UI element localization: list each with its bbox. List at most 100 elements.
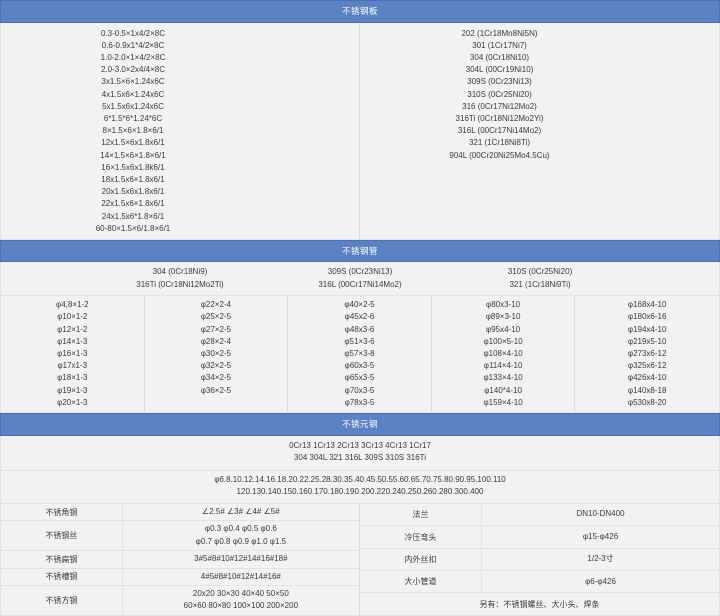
round-grade-line-2: 304 304L 321 316L 309S 310S 316Ti <box>293 453 427 463</box>
spec-value-line: 1/2-3寸 <box>587 554 614 564</box>
pipe-size-item: φ10×1-2 <box>57 312 88 322</box>
plate-size-item: 1.0-2.0×1×4/2×8C <box>100 52 166 62</box>
pipe-size-item: φ219x5-10 <box>627 336 667 346</box>
plate-size-item: 0.6-0.9x1*4/2×8C <box>101 40 165 50</box>
pipe-size-item: φ51×3-6 <box>344 336 375 346</box>
spec-label: 不锈方钢 <box>1 586 123 615</box>
round-grade-line-1: 0Cr13 1Cr13 2Cr13 3Cr13 4Cr13 1Cr17 <box>289 440 431 450</box>
pipe-size-item: φ108×4-10 <box>483 349 523 359</box>
round-size-line-2: 120.130.140.150.160.170.180.190.200.220.… <box>236 487 484 497</box>
spec-label: 冷压弯头 <box>360 526 483 548</box>
spec-value-line: 60×60 80×80 100×100 200×200 <box>183 601 299 611</box>
pipe-size-item: φ426x4-10 <box>627 373 667 383</box>
plate-size-item: 0.3-0.5×1x4/2×8C <box>100 28 166 38</box>
spec-value-line: 3#5#8#10#12#14#16#18# <box>194 554 288 564</box>
table-row: 法兰 DN10-DN400 <box>360 503 719 527</box>
pipe-size-item: φ89×3-10 <box>485 312 521 322</box>
plate-grade-item: 202 (1Cr18Mn8Ni5N) <box>461 28 538 38</box>
spec-value-line: 4#5#8#10#12#14#16# <box>200 571 281 581</box>
spec-label: 不锈角钢 <box>1 503 123 521</box>
pipe-grade-cell: 310S (0Cr25Ni20) <box>507 267 573 277</box>
pipe-size-item: φ133×4-10 <box>483 373 523 383</box>
spec-value: 1/2-3寸 <box>482 551 719 567</box>
table-row: 不锈扁钢 3#5#8#10#12#14#16#18# <box>1 551 359 569</box>
plate-grade-item: 904L (00Cr20Ni25Mo4.5Cu) <box>449 150 550 160</box>
plate-size-item: 12x1.5×6x1.8x6/1 <box>101 138 165 148</box>
pipe-size-item: φ168x4-10 <box>627 300 667 310</box>
plate-sizes-column: 0.3-0.5×1x4/2×8C 0.6-0.9x1*4/2×8C 1.0-2.0×… <box>1 22 360 239</box>
spec-value: φ6-φ426 <box>482 574 719 590</box>
pipe-size-item: φ140x8-18 <box>627 385 667 395</box>
pipe-size-item: φ325x6-12 <box>627 361 667 371</box>
plate-grade-item: 310S (0Cr25Ni20) <box>467 89 532 99</box>
pipe-size-item: φ100×5-10 <box>483 336 523 346</box>
spec-value: ∠2.5# ∠3# ∠4# ∠5# <box>123 504 359 520</box>
plate-size-item: 4x1.5x6×1.24x6C <box>101 89 165 99</box>
pipe-size-item <box>145 397 288 409</box>
plate-grade-item: 301 (1Cr17Ni7) <box>472 40 527 50</box>
spec-value-line: φ0.7 φ0.8 φ0.9 φ1.0 φ1.5 <box>195 536 287 546</box>
pipe-size-item: φ78x3-5 <box>344 397 375 407</box>
pipe-size-item: φ36×2-5 <box>200 385 232 395</box>
pipe-size-item: φ40×2-5 <box>344 300 375 310</box>
spec-label: 不锈槽钢 <box>1 568 123 585</box>
pipe-size-item: φ70x3-5 <box>344 385 375 395</box>
pipe-size-column: φ40×2-5 φ45x2-6 φ48x3-6 φ51×3-6 φ57×3-8 φ60x3… <box>288 296 432 413</box>
pipe-size-item: φ19×1-3 <box>57 385 88 395</box>
section-header-pipe: 不锈钢管 <box>0 239 720 263</box>
round-size-line-1: φ6.8.10.12.14.16.18.20.22.25.28.30.35.40… <box>214 474 506 484</box>
pipe-size-item: φ45x2-6 <box>344 312 375 322</box>
pipe-size-column: φ168x4-10 φ180x6-16 φ194x4-10 φ219x5-10 φ273… <box>575 296 719 412</box>
pipe-size-item: φ80x3-10 <box>486 300 521 310</box>
spec-label: 法兰 <box>360 503 483 526</box>
section-header-round: 不锈元钢 <box>0 413 720 436</box>
additional-products-note: 另有：不锈钢螺丝、大小头、焊条 <box>479 599 600 609</box>
spec-value: 3#5#8#10#12#14#16#18# <box>123 551 359 567</box>
spec-value: φ0.3 φ0.4 φ0.5 φ0.6 φ0.7 φ0.8 φ0.9 φ1.0 φ… <box>123 521 359 550</box>
pipe-size-columns: φ4,8×1-2 φ10×1-2 φ12×1-2 φ14×1-3 φ16×1-3 φ17x… <box>1 296 719 413</box>
table-row: 不锈槽钢 4#5#8#10#12#14#16# <box>1 568 359 586</box>
plate-grade-item: 316 (0Cr17Ni12Mo2) <box>462 101 537 111</box>
section-pipe-body: 304 (0Cr18Ni9) 309S (0Cr23Ni13) 310S (0Cr2… <box>0 262 720 414</box>
plate-size-item: 20x1.5x6x1.8x6/1 <box>101 187 165 197</box>
plate-grade-item: 321 (1Cr18Ni8Ti) <box>468 138 531 148</box>
plate-size-item: 60-80×1.5×6/1.8×6/1 <box>95 223 171 233</box>
plate-grade-item: 304 (0Cr18Ni10) <box>469 52 530 62</box>
pipe-size-item: φ20×1-3 <box>57 397 88 407</box>
spec-value: 20x20 30×30 40×40 50×50 60×60 80×80 100×1… <box>123 586 359 615</box>
pipe-size-item: φ95x4-10 <box>486 324 521 334</box>
pipe-size-item: φ32×2-5 <box>200 361 232 371</box>
spec-label: 不锈扁钢 <box>1 551 123 568</box>
product-spec-table: 不锈角钢 ∠2.5# ∠3# ∠4# ∠5# 不锈钢丝 φ0.3 φ0.4 φ0.5 … <box>1 503 719 615</box>
pipe-size-item: φ194x4-10 <box>627 324 667 334</box>
plate-size-item: 22x1.5x6×1.8x6/1 <box>101 199 165 209</box>
pipe-grade-cell: 321 (1Cr18Ni9Ti) <box>509 279 571 289</box>
round-grades: 0Cr13 1Cr13 2Cr13 3Cr13 4Cr13 1Cr17 304 … <box>1 440 719 467</box>
round-sizes: φ6.8.10.12.14.16.18.20.22.25.28.30.35.40… <box>1 469 719 499</box>
plate-size-item: 8×1.5×6×1.8×6/1 <box>102 126 164 136</box>
plate-grade-item: 316L (00Cr17Ni14Mo2) <box>457 126 542 136</box>
pipe-size-item: φ530x8-20 <box>627 397 667 407</box>
spec-value: DN10-DN400 <box>482 506 719 522</box>
plate-grade-item: 304L (00Cr19Ni10) <box>465 65 534 75</box>
product-spec-right: 法兰 DN10-DN400 冷压弯头 φ15-φ426 内外丝扣 1/2-3寸 大小管道 φ6… <box>360 503 719 615</box>
table-row: 不锈方钢 20x20 30×30 40×40 50×50 60×60 80×80 1… <box>1 586 359 615</box>
spec-value-line: φ6-φ426 <box>585 576 616 586</box>
spec-label: 不锈钢丝 <box>1 521 123 551</box>
pipe-grade-cell: 304 (0Cr18Ni9) <box>152 267 208 277</box>
section-plate-body: 0.3-0.5×1x4/2×8C 0.6-0.9x1*4/2×8C 1.0-2.0×… <box>0 22 720 240</box>
plate-size-item: 5x1.5x6x1.24x6C <box>102 101 164 111</box>
pipe-size-item: φ140*4-10 <box>484 385 522 395</box>
pipe-size-item: φ34×2-5 <box>200 373 232 383</box>
pipe-grade-row: 316Ti (0Cr18Ni12Mo2Ti) 316L (00Cr17Ni14Mo… <box>1 279 719 291</box>
pipe-grade-block: 304 (0Cr18Ni9) 309S (0Cr23Ni13) 310S (0Cr2… <box>1 262 719 297</box>
pipe-size-item: φ60x3-5 <box>344 361 375 371</box>
plate-size-item: 24x1.5x6*1.8×6/1 <box>101 211 165 221</box>
plate-size-item: 2.0-3.0×2x4/4×8C <box>100 65 166 75</box>
pipe-size-item: φ27×2-5 <box>200 324 232 334</box>
pipe-size-item: φ16×1-3 <box>57 349 88 359</box>
spec-value-line: φ15-φ426 <box>582 531 619 541</box>
pipe-size-item: φ114×4-10 <box>483 361 523 371</box>
pipe-size-item: φ25×2-5 <box>200 312 232 322</box>
